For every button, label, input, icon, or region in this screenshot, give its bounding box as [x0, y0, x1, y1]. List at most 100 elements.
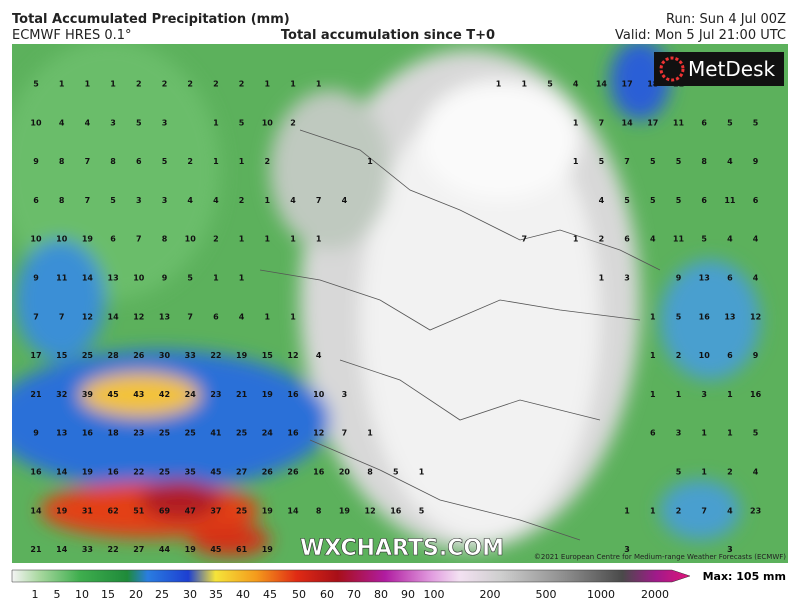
- grid-value: 23: [210, 390, 221, 399]
- grid-value: 1: [316, 235, 322, 244]
- grid-value: 15: [262, 351, 274, 360]
- grid-value: 27: [236, 468, 247, 477]
- grid-value: 16: [390, 506, 402, 515]
- grid-value: 5: [676, 157, 682, 166]
- grid-value: 33: [185, 351, 196, 360]
- grid-value: 1: [624, 506, 630, 515]
- grid-value: 2: [239, 196, 245, 205]
- grid-value: 14: [108, 312, 120, 321]
- grid-value: 4: [213, 196, 219, 205]
- grid-value: 51: [133, 506, 145, 515]
- grid-value: 5: [239, 118, 245, 127]
- grid-value: 1: [316, 80, 322, 89]
- grid-value: 9: [676, 274, 682, 283]
- grid-value: 16: [30, 468, 42, 477]
- grid-value: 1: [367, 157, 373, 166]
- grid-value: 1: [265, 196, 271, 205]
- grid-value: 14: [596, 80, 608, 89]
- grid-value: 1: [701, 429, 707, 438]
- grid-value: 10: [133, 274, 145, 283]
- grid-value: 4: [316, 351, 322, 360]
- grid-value: 14: [82, 274, 94, 283]
- colorbar-label: 200: [480, 588, 501, 601]
- grid-value: 12: [313, 429, 324, 438]
- subtitle: Total accumulation since T+0: [281, 28, 495, 43]
- colorbar-label: 45: [263, 588, 277, 601]
- grid-value: 13: [108, 274, 119, 283]
- grid-value: 6: [624, 235, 630, 244]
- grid-value: 5: [650, 157, 656, 166]
- grid-value: 4: [239, 312, 245, 321]
- grid-value: 17: [622, 80, 633, 89]
- grid-value: 5: [727, 118, 733, 127]
- grid-value: 2: [290, 118, 296, 127]
- grid-value: 26: [262, 468, 274, 477]
- grid-value: 7: [522, 235, 528, 244]
- grid-value: 1: [676, 390, 682, 399]
- grid-value: 19: [339, 506, 351, 515]
- grid-value: 7: [342, 429, 348, 438]
- grid-value: 5: [599, 157, 605, 166]
- precip-field: [12, 44, 760, 556]
- grid-value: 8: [59, 157, 65, 166]
- grid-value: 1: [239, 274, 245, 283]
- grid-value: 2: [265, 157, 271, 166]
- grid-value: 24: [262, 429, 274, 438]
- grid-value: 9: [753, 351, 759, 360]
- grid-value: 5: [187, 274, 193, 283]
- grid-value: 2: [239, 80, 245, 89]
- copyright: ©2021 European Centre for Medium-range W…: [534, 553, 786, 561]
- grid-value: 6: [213, 312, 219, 321]
- colorbar-label: 40: [236, 588, 250, 601]
- grid-value: 4: [650, 235, 656, 244]
- grid-value: 12: [82, 312, 93, 321]
- grid-value: 10: [699, 351, 711, 360]
- grid-value: 1: [419, 468, 425, 477]
- grid-value: 4: [599, 196, 605, 205]
- grid-value: 14: [622, 118, 634, 127]
- colorbar-label: 1000: [587, 588, 615, 601]
- grid-value: 24: [185, 390, 197, 399]
- grid-value: 45: [210, 468, 222, 477]
- grid-value: 45: [108, 390, 120, 399]
- grid-value: 2: [213, 235, 219, 244]
- grid-value: 6: [136, 157, 142, 166]
- grid-value: 19: [82, 235, 94, 244]
- grid-value: 19: [262, 390, 274, 399]
- grid-value: 11: [673, 235, 685, 244]
- grid-value: 6: [701, 196, 707, 205]
- grid-value: 3: [110, 118, 116, 127]
- grid-value: 44: [159, 545, 171, 554]
- grid-value: 9: [33, 157, 39, 166]
- grid-value: 25: [236, 429, 248, 438]
- grid-value: 16: [699, 312, 711, 321]
- grid-value: 12: [365, 506, 376, 515]
- grid-value: 21: [30, 545, 42, 554]
- grid-value: 10: [30, 235, 42, 244]
- grid-value: 5: [701, 235, 707, 244]
- grid-value: 1: [290, 312, 296, 321]
- grid-value: 5: [419, 506, 425, 515]
- grid-value: 5: [676, 196, 682, 205]
- grid-value: 12: [287, 351, 298, 360]
- grid-value: 35: [185, 468, 197, 477]
- grid-value: 32: [56, 390, 67, 399]
- colorbar-label: 1: [32, 588, 39, 601]
- grid-value: 1: [290, 235, 296, 244]
- colorbar-label: 500: [536, 588, 557, 601]
- map-area: [12, 44, 788, 563]
- grid-value: 6: [650, 429, 656, 438]
- grid-value: 2: [187, 157, 193, 166]
- grid-value: 61: [236, 545, 248, 554]
- grid-value: 9: [33, 274, 39, 283]
- grid-value: 1: [650, 312, 656, 321]
- grid-value: 19: [185, 545, 197, 554]
- grid-value: 7: [33, 312, 39, 321]
- grid-value: 18: [108, 429, 120, 438]
- colorbar-labels: 1 5 10 15 20 25 30 35 40 45 50 60 70 80 90 100 200 500 100…: [32, 588, 670, 601]
- grid-value: 5: [650, 196, 656, 205]
- grid-value: 27: [133, 545, 144, 554]
- grid-value: 1: [727, 429, 733, 438]
- grid-value: 17: [647, 118, 658, 127]
- grid-value: 1: [239, 157, 245, 166]
